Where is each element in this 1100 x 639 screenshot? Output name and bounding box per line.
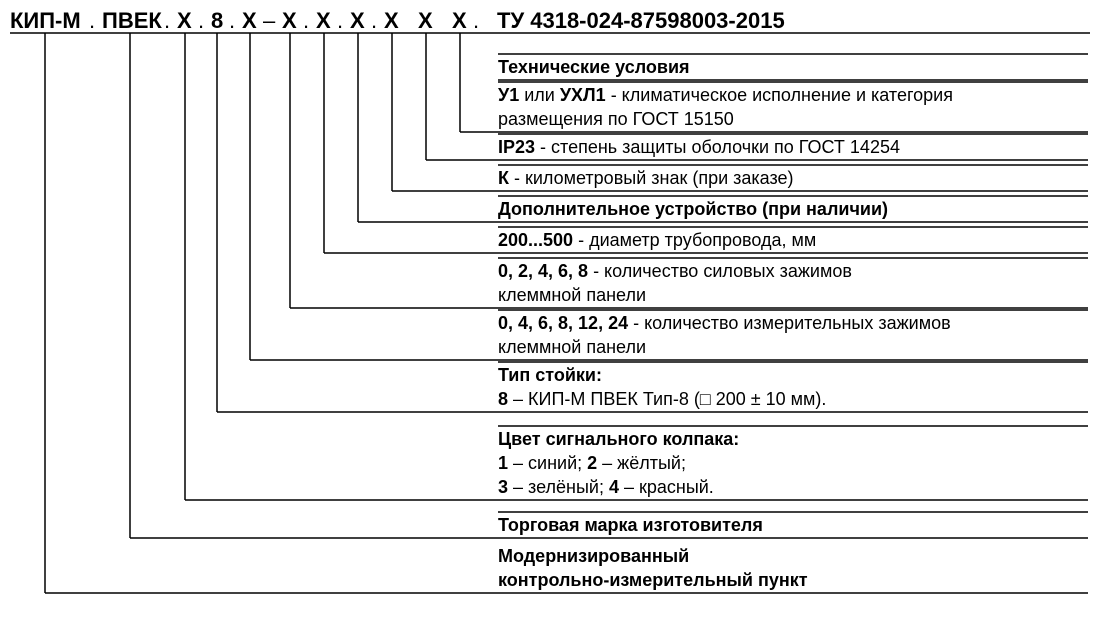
desc-d5-line0: 0, 2, 4, 6, 8 - количество силовых зажим… [498, 261, 852, 281]
code-segment-dot2: . [198, 8, 204, 33]
code-segment-seg6: Х [316, 8, 331, 33]
code-segment-seg5: Х [282, 8, 297, 33]
desc-d10-line1: размещения по ГОСТ 15150 [498, 109, 734, 129]
desc-d4-line0: 0, 4, 6, 8, 12, 24 - количество измерите… [498, 313, 951, 333]
desc-d5-line1: клеммной панели [498, 285, 646, 305]
code-segment-dot1: . [164, 8, 170, 33]
code-segment-dot7: . [371, 8, 377, 33]
code-segment-seg7: Х [350, 8, 365, 33]
product-code-diagram: КИП-М.ПВЕК.Х.8.Х–Х.Х.Х.ХХХ.ТУ 4318-024-8… [0, 0, 1100, 639]
desc-d9-line0: IP23 - степень защиты оболочки по ГОСТ 1… [498, 137, 900, 157]
desc-d7-line0: Дополнительное устройство (при наличии) [498, 199, 888, 219]
desc-d4-line1: клеммной панели [498, 337, 646, 357]
code-segment-seg8: Х [384, 8, 399, 33]
desc-d10-line0: У1 или УХЛ1 - климатическое исполнение и… [498, 85, 953, 105]
desc-d3-line1: 8 – КИП-М ПВЕК Тип-8 (□ 200 ± 10 мм). [498, 389, 826, 409]
desc-d8-line0: К - километровый знак (при заказе) [498, 168, 794, 188]
code-segment-seg11: ТУ 4318-024-87598003-2015 [497, 8, 785, 33]
code-segment-dot0: . [89, 8, 95, 33]
code-segment-dash: – [263, 8, 276, 33]
code-segment-seg10: Х [452, 8, 467, 33]
code-segment-seg2: Х [177, 8, 192, 33]
desc-d2-line1: 1 – синий; 2 – жёлтый; [498, 453, 686, 473]
code-segment-dot3: . [229, 8, 235, 33]
code-segment-seg1: ПВЕК [102, 8, 162, 33]
desc-d3-line0: Тип стойки: [498, 365, 602, 385]
desc-d0-line0: Модернизированный [498, 546, 689, 566]
code-segment-seg0: КИП-М [10, 8, 81, 33]
code-segment-seg3: 8 [211, 8, 223, 33]
desc-d6-line0: 200...500 - диаметр трубопровода, мм [498, 230, 816, 250]
code-segment-dot5: . [303, 8, 309, 33]
desc-d2-line2: 3 – зелёный; 4 – красный. [498, 477, 714, 497]
desc-d11-line0: Технические условия [498, 57, 690, 77]
desc-d0-line1: контрольно-измерительный пункт [498, 570, 808, 590]
desc-d1-line0: Торговая марка изготовителя [498, 515, 763, 535]
code-segment-seg9: Х [418, 8, 433, 33]
code-segment-dot6: . [337, 8, 343, 33]
code-segment-dot10: . [473, 8, 479, 33]
desc-d2-line0: Цвет сигнального колпака: [498, 429, 739, 449]
code-segment-seg4: Х [242, 8, 257, 33]
